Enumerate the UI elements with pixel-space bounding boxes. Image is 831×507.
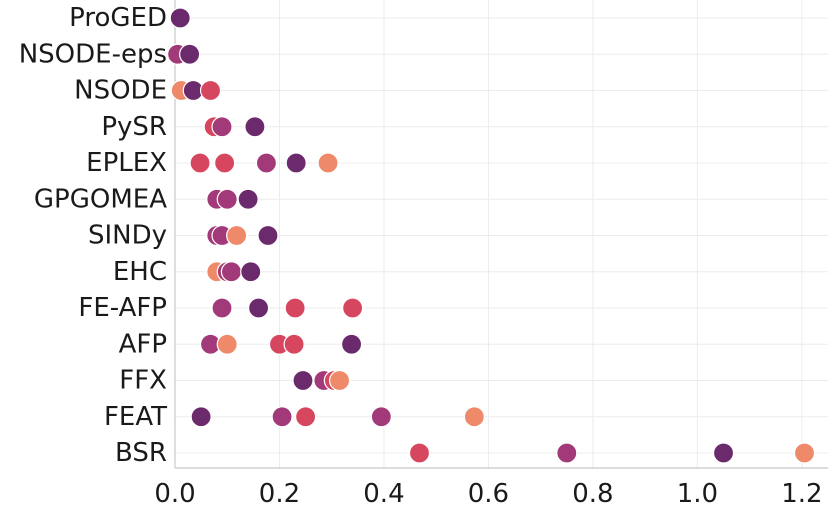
data-point	[226, 224, 248, 247]
data-point	[169, 7, 191, 29]
x-tick-label: 0.8	[572, 479, 613, 507]
data-point	[189, 152, 211, 174]
y-tick-label: PySR	[101, 112, 167, 142]
x-tick-label: 0.4	[363, 479, 404, 507]
data-point	[199, 79, 222, 102]
x-tick-label: 0.0	[154, 479, 195, 507]
data-point	[317, 152, 339, 174]
data-point	[295, 406, 317, 428]
y-tick-labels: ProGED NSODE-eps NSODE PySR EPLEX GPGOMEA SIND…	[19, 3, 168, 468]
data-point	[211, 116, 233, 138]
data-point	[342, 297, 364, 319]
x-tick-label: 0.6	[468, 479, 509, 507]
data-point	[271, 406, 293, 428]
data-point	[370, 406, 392, 428]
data-point	[237, 188, 259, 210]
y-tick-label: EPLEX	[86, 148, 167, 178]
data-point	[328, 369, 351, 392]
data-point	[285, 152, 307, 174]
y-tick-label: FEAT	[104, 402, 167, 432]
y-tick-label: GPGOMEA	[34, 184, 167, 214]
y-tick-label: BSR	[115, 438, 167, 468]
data-point	[793, 442, 816, 464]
data-point	[190, 406, 212, 428]
data-point	[216, 333, 238, 355]
y-tick-label: EHC	[113, 257, 167, 287]
data-point	[216, 188, 238, 210]
y-tick-label: FFX	[119, 366, 167, 396]
data-point	[247, 297, 270, 319]
data-point	[712, 442, 735, 464]
data-point	[463, 406, 485, 428]
data-point	[283, 333, 305, 355]
data-point	[257, 224, 279, 247]
y-tick-label: AFP	[119, 329, 167, 359]
data-point	[220, 261, 243, 283]
x-tick-label: 0.2	[259, 479, 300, 507]
y-tick-label: SINDy	[88, 221, 167, 251]
x-tick-labels: 0.0 0.2 0.4 0.6 0.8 1.0 1.2	[154, 479, 822, 507]
data-point	[244, 116, 266, 138]
data-point	[214, 152, 236, 174]
data-point	[240, 261, 262, 283]
data-point	[340, 333, 363, 355]
x-tick-label: 1.2	[781, 479, 822, 507]
data-point	[255, 152, 278, 174]
axes	[174, 0, 828, 469]
x-tick-label: 1.0	[677, 479, 718, 507]
data-point	[179, 43, 201, 65]
data-point	[211, 297, 233, 319]
data-point	[284, 297, 306, 319]
data-point	[408, 442, 431, 464]
data-point	[556, 442, 578, 464]
y-tick-label: ProGED	[69, 3, 167, 33]
y-tick-label: NSODE	[74, 76, 167, 106]
y-tick-label: NSODE-eps	[19, 39, 167, 69]
grid-lines	[174, 0, 828, 468]
y-tick-label: FE-AFP	[78, 293, 167, 323]
data-point	[292, 369, 314, 392]
data-points	[167, 7, 816, 464]
